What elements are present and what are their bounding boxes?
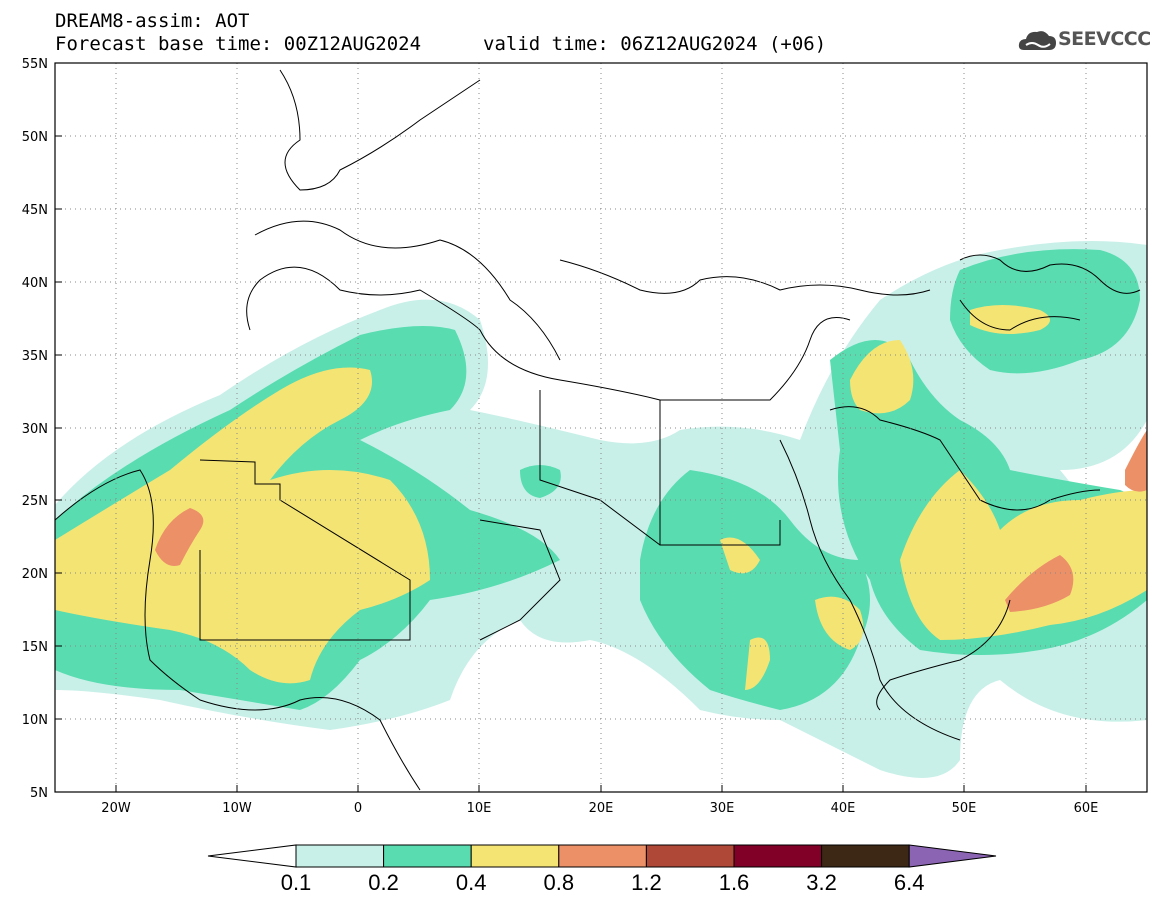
lon-label: 40E (831, 801, 856, 816)
colorbar-label: 3.2 (806, 870, 837, 895)
lat-label: 45N (22, 203, 48, 218)
graticule (55, 63, 1147, 792)
colorbar-segment (733, 844, 823, 868)
colorbar-over-triangle (908, 844, 997, 868)
lat-label: 30N (22, 422, 48, 437)
colorbar-segment (295, 844, 385, 868)
lat-label: 55N (22, 57, 48, 72)
logo-text: SEEVCCC (1058, 28, 1151, 50)
colorbar-label: 0.8 (543, 870, 575, 895)
lat-label: 50N (22, 130, 48, 145)
axis-ticks (55, 62, 1087, 792)
colorbar-under-triangle (207, 844, 297, 868)
colorbar-label: 1.6 (718, 870, 750, 895)
lat-label: 5N (30, 786, 48, 801)
valid-time: valid time: 06Z12AUG2024 (+06) (483, 33, 827, 55)
lat-label: 10N (22, 713, 48, 728)
colorbar-label: 0.2 (368, 870, 399, 895)
lon-labels: 20W 10W 0 10E 20E 30E 40E 50E 60E (101, 801, 1098, 816)
colorbar-segment (558, 844, 647, 868)
colorbar-label: 0.1 (280, 870, 312, 895)
lon-label: 20E (589, 801, 614, 816)
lon-label: 20W (101, 801, 131, 816)
colorbar-segment (383, 844, 472, 868)
lat-label: 40N (22, 276, 48, 291)
colorbar-label: 6.4 (893, 870, 925, 895)
coastlines (55, 69, 1141, 791)
map-title: DREAM8-assim: AOT (55, 10, 250, 32)
lat-label: 20N (22, 567, 48, 582)
colorbar-segment (821, 844, 910, 868)
lon-label: 50E (952, 801, 977, 816)
colorbar-segment (645, 844, 735, 868)
lat-label: 15N (22, 640, 48, 655)
colorbar-label: 1.2 (631, 870, 662, 895)
aot-field (55, 241, 1147, 778)
lat-label: 25N (22, 494, 48, 509)
lon-label: 10E (467, 801, 492, 816)
lon-label: 10W (222, 801, 252, 816)
cloud-icon (1018, 31, 1056, 50)
lon-label: 30E (710, 801, 735, 816)
lat-label: 35N (22, 349, 48, 364)
lat-labels: 55N 50N 45N 40N 35N 30N 25N 20N 15N 10N … (22, 57, 48, 801)
colorbar-label: 0.4 (455, 870, 487, 895)
colorbar (207, 844, 997, 868)
colorbar-segment (470, 844, 560, 868)
forecast-base-time: Forecast base time: 00Z12AUG2024 (55, 33, 422, 55)
lon-label: 60E (1074, 801, 1099, 816)
lon-label: 0 (354, 801, 362, 816)
